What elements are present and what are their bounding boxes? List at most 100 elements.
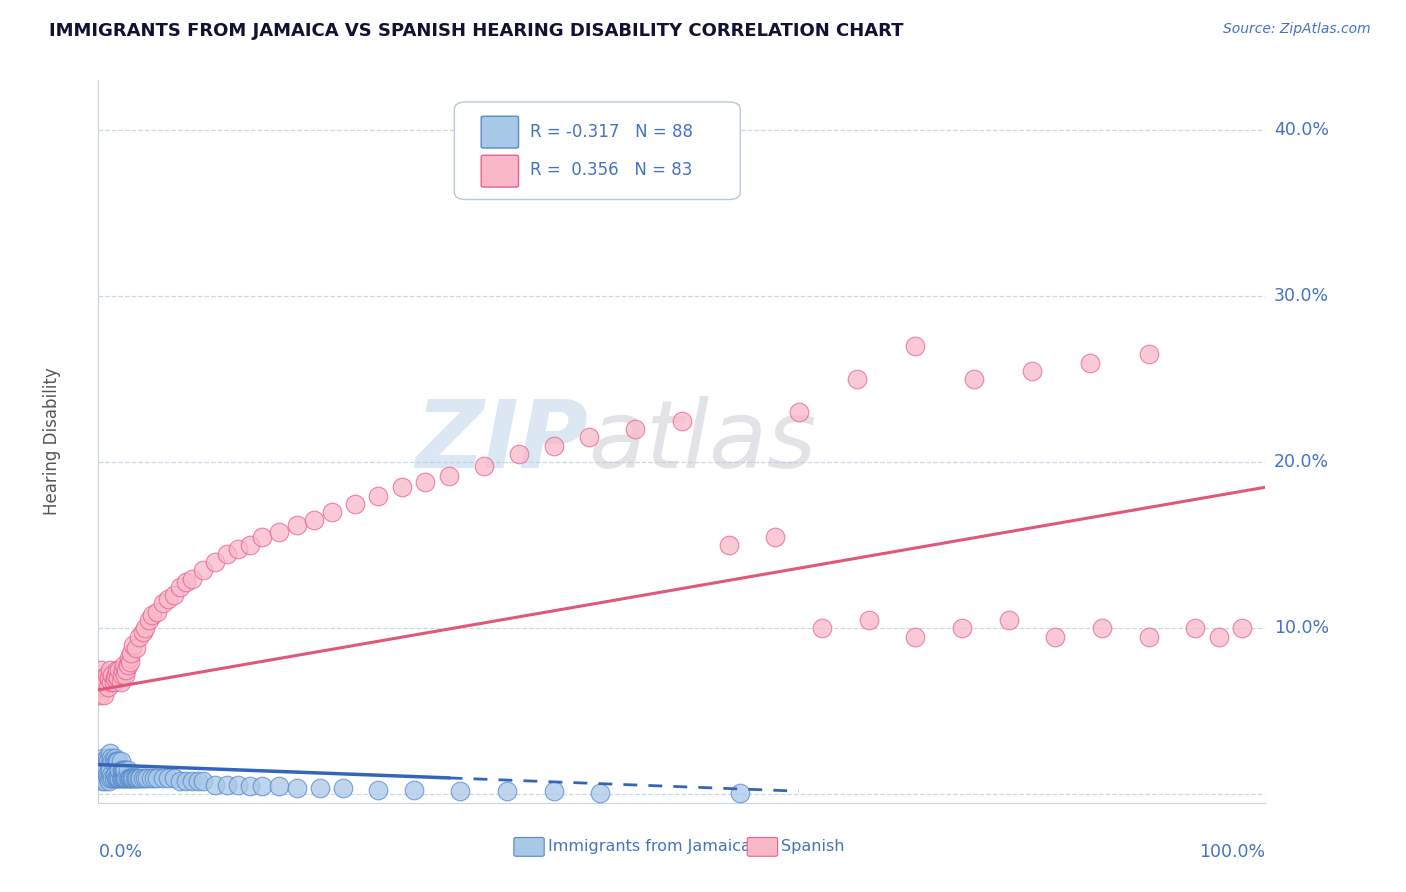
Point [1137, 347, 1160, 361]
Point [128, 630, 150, 644]
Point [228, 778, 250, 792]
Point [103, 771, 125, 785]
FancyBboxPatch shape [513, 838, 544, 856]
Point [97, 774, 120, 789]
Point [204, 555, 226, 569]
Point [717, 538, 740, 552]
Point [104, 771, 127, 785]
Point [846, 372, 869, 386]
Point [239, 538, 262, 552]
Point [250, 779, 273, 793]
Point [110, 754, 132, 768]
Point [138, 613, 160, 627]
Point [124, 771, 146, 785]
Point [107, 771, 129, 785]
Point [93, 688, 115, 702]
Point [101, 754, 124, 768]
Point [97, 757, 120, 772]
Point [93, 754, 115, 768]
Point [108, 771, 131, 785]
Point [112, 771, 135, 785]
Point [96, 767, 118, 781]
Point [94, 774, 117, 789]
Point [94, 757, 117, 772]
Point [115, 771, 138, 785]
Point [114, 771, 136, 785]
Point [97, 680, 120, 694]
Point [114, 763, 136, 777]
Point [391, 480, 413, 494]
Point [811, 621, 834, 635]
Point [950, 621, 973, 635]
Point [367, 489, 389, 503]
Text: 10.0%: 10.0% [1274, 619, 1329, 638]
Point [101, 668, 124, 682]
Point [136, 771, 159, 785]
Point [104, 754, 127, 768]
Point [187, 774, 209, 789]
Point [321, 505, 343, 519]
Point [89, 688, 111, 702]
Point [157, 771, 180, 785]
Point [107, 671, 129, 685]
Point [125, 771, 148, 785]
Point [163, 588, 186, 602]
FancyBboxPatch shape [481, 116, 519, 148]
Point [117, 763, 139, 777]
Text: 40.0%: 40.0% [1274, 121, 1329, 139]
Text: IMMIGRANTS FROM JAMAICA VS SPANISH HEARING DISABILITY CORRELATION CHART: IMMIGRANTS FROM JAMAICA VS SPANISH HEARI… [49, 22, 904, 40]
Point [1091, 621, 1114, 635]
Point [97, 754, 120, 768]
Point [763, 530, 786, 544]
Point [93, 771, 115, 785]
Point [132, 771, 155, 785]
Point [143, 771, 166, 785]
Point [858, 613, 880, 627]
Point [180, 774, 202, 789]
Point [103, 754, 125, 768]
Point [111, 763, 134, 777]
Point [904, 630, 927, 644]
Text: 20.0%: 20.0% [1274, 453, 1329, 471]
Point [118, 655, 141, 669]
Point [146, 771, 169, 785]
Point [543, 784, 565, 798]
Point [332, 780, 354, 795]
Text: Spanish: Spanish [782, 838, 845, 854]
Point [180, 572, 202, 586]
Point [125, 641, 148, 656]
Point [89, 771, 111, 785]
Point [122, 771, 145, 785]
Point [118, 771, 141, 785]
Point [169, 774, 191, 789]
Point [997, 613, 1019, 627]
Point [105, 771, 128, 785]
Point [111, 663, 134, 677]
Point [193, 774, 215, 789]
Point [730, 786, 752, 800]
Point [91, 767, 114, 781]
Point [104, 751, 127, 765]
Point [125, 771, 148, 785]
Point [96, 751, 118, 765]
Point [90, 663, 112, 677]
Point [449, 784, 471, 798]
Point [1045, 630, 1067, 644]
Point [1230, 621, 1253, 635]
Point [98, 746, 121, 760]
Point [122, 638, 145, 652]
Point [174, 574, 197, 589]
Point [285, 780, 308, 795]
Point [105, 754, 128, 768]
Point [90, 757, 112, 772]
Point [104, 671, 127, 685]
Point [496, 784, 519, 798]
Point [120, 646, 142, 660]
Text: Immigrants from Jamaica: Immigrants from Jamaica [548, 838, 751, 854]
Point [112, 657, 135, 672]
Point [962, 372, 984, 386]
Text: R =  0.356   N = 83: R = 0.356 N = 83 [530, 161, 693, 178]
Point [304, 513, 326, 527]
Point [91, 671, 114, 685]
Point [1208, 630, 1230, 644]
